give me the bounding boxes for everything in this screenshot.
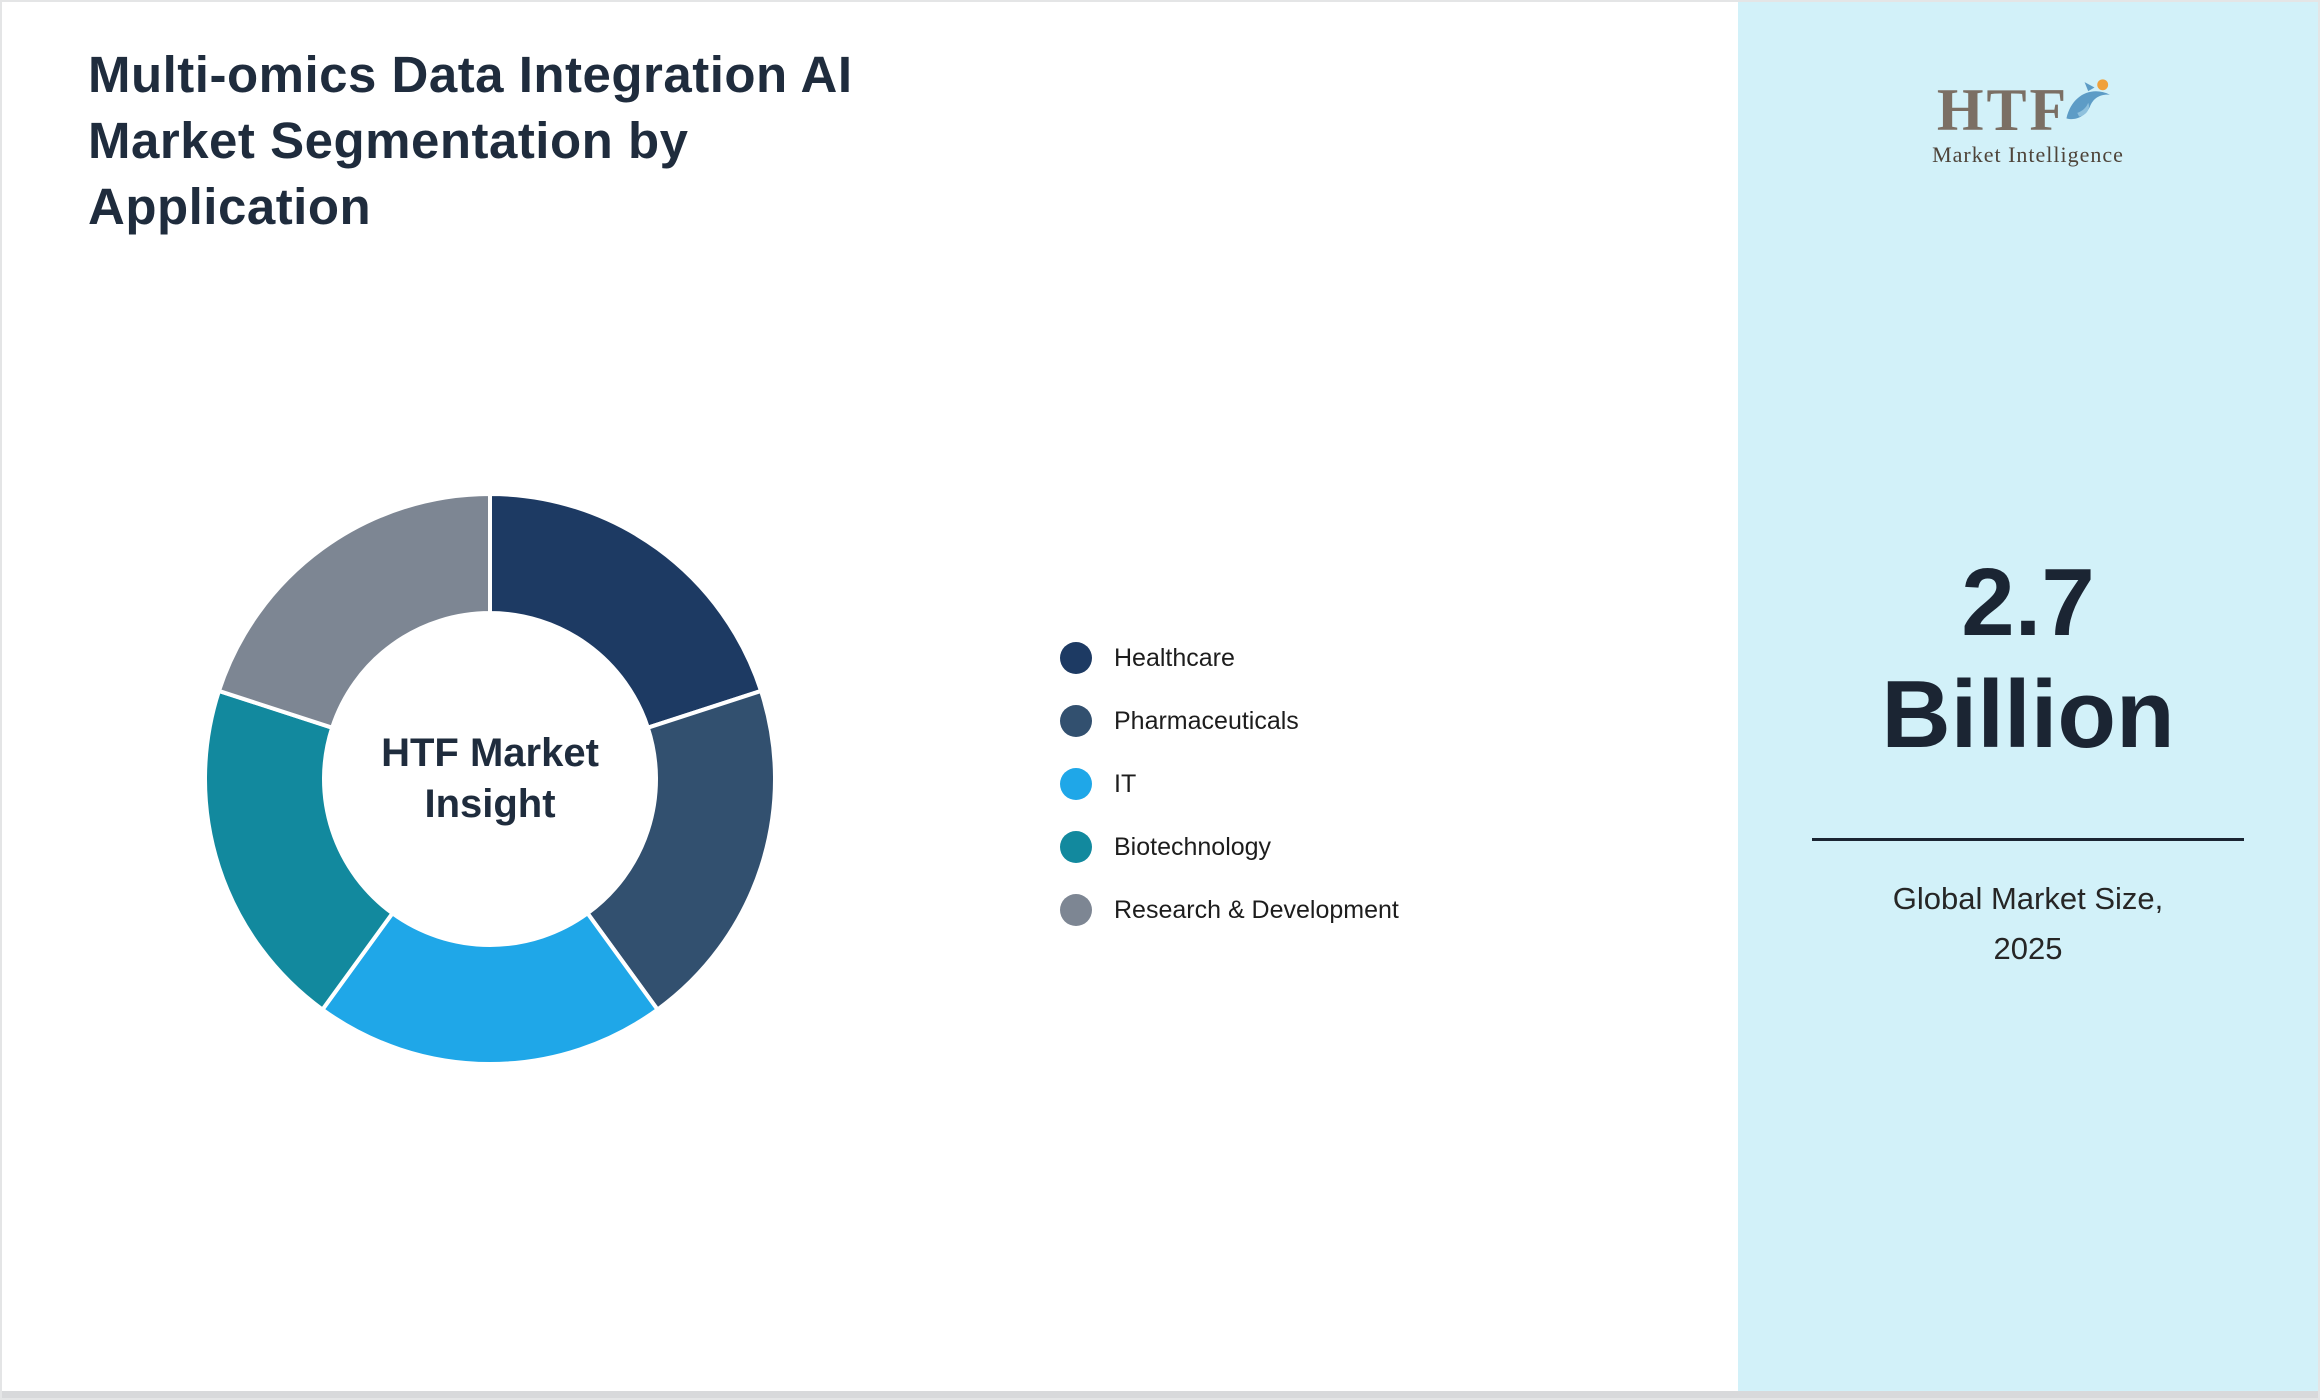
legend-swatch-research-development [1060,894,1092,926]
legend-label: Research & Development [1114,895,1399,924]
legend-item-biotechnology: Biotechnology [1060,831,1399,863]
legend-item-it: IT [1060,768,1399,800]
market-size-value-block: 2.7 Billion [1738,547,2318,771]
donut-segment-research-development [216,491,492,731]
dolphin-icon [2066,79,2111,120]
donut-center-label: HTF Market Insight [330,728,650,830]
legend-label: IT [1114,769,1137,798]
divider-line [1812,838,2244,841]
htf-logo: HTF Market Intelligence [1738,77,2318,168]
legend-swatch-pharmaceuticals [1060,705,1092,737]
market-size-caption: Global Market Size, 2025 [1738,874,2318,974]
htf-logo-subtext: Market Intelligence [1932,142,2124,167]
htf-logo-text: HTF [1936,77,2070,143]
market-size-caption-line-1: Global Market Size, [1892,881,2164,916]
legend-swatch-healthcare [1060,642,1092,674]
legend-item-healthcare: Healthcare [1060,642,1399,674]
donut-center-label-line-2: Insight [424,782,556,826]
page-title-line-2: Market Segmentation by [88,112,689,169]
legend-swatch-it [1060,768,1092,800]
htf-logo-row: HTF [1738,77,2318,143]
donut-chart [203,491,777,1066]
legend-item-research-development: Research & Development [1060,894,1399,926]
donut-segment-it [319,910,661,1066]
chart-panel: Multi-omics Data Integration AI Market S… [2,2,1738,1398]
page-title-line-3: Application [88,178,372,235]
market-size-value: 2.7 [1961,549,2095,656]
page-title: Multi-omics Data Integration AI Market S… [88,42,1038,240]
page-title-line-1: Multi-omics Data Integration AI [88,46,853,103]
donut-segment-biotechnology [203,688,396,1013]
legend-swatch-biotechnology [1060,831,1092,863]
legend-label: Pharmaceuticals [1114,706,1299,735]
bottom-border-strip [2,1391,2318,1398]
legend-item-pharmaceuticals: Pharmaceuticals [1060,705,1399,737]
chart-legend: Healthcare Pharmaceuticals IT Biotechnol… [1060,642,1399,926]
market-size-unit: Billion [1881,661,2175,768]
market-size-caption-line-2: 2025 [1993,931,2063,966]
donut-segment-pharmaceuticals [584,688,777,1013]
donut-segment-healthcare [488,491,764,731]
legend-label: Healthcare [1114,643,1235,672]
donut-center-label-line-1: HTF Market [381,731,599,775]
legend-label: Biotechnology [1114,832,1272,861]
side-panel: HTF Market Intelligence 2.7 Billion Glob… [1738,2,2318,1398]
